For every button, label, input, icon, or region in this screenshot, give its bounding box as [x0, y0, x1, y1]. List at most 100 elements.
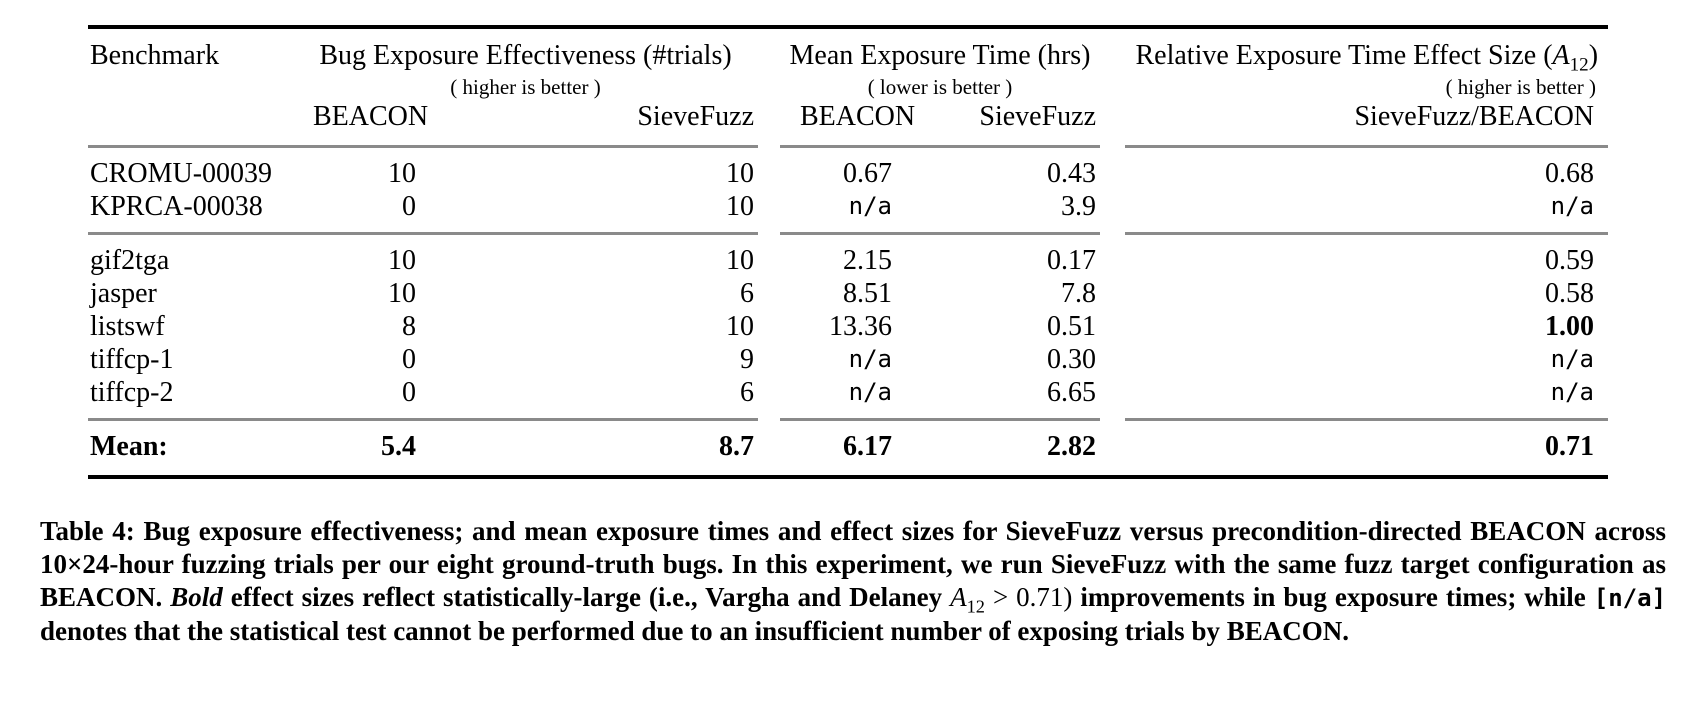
caption-segment: effect sizes reflect statistically-large… — [222, 582, 951, 612]
note-effect-size: ( higher is better ) — [1445, 75, 1597, 99]
cell-sievefuzz-time: 0.43 — [1047, 158, 1097, 189]
header-note-row: ( higher is better ) ( lower is better )… — [88, 72, 1608, 100]
column-spacer — [758, 343, 780, 376]
cell-effect-size: n/a — [1550, 192, 1595, 220]
subheader-sievefuzz-time: SieveFuzz — [900, 100, 1101, 148]
cell-beacon-trials: 0 — [402, 344, 416, 375]
subheader-beacon-time: BEACON — [780, 100, 915, 148]
cell-benchmark: Mean: — [88, 418, 293, 475]
table-header: Benchmark Bug Exposure Effectiveness (#t… — [88, 29, 1609, 148]
cell-sievefuzz-time: 7.8 — [1061, 278, 1097, 309]
cell-beacon-trials: 0 — [402, 377, 416, 408]
column-spacer — [1100, 148, 1125, 190]
cell-sievefuzz-trials: 9 — [740, 344, 754, 375]
column-spacer — [758, 232, 780, 277]
column-spacer — [1100, 310, 1125, 343]
caption-segment: denotes that the statistical test cannot… — [40, 616, 1349, 646]
table-row: jasper 10 6 8.51 7.8 0.58 — [88, 277, 1608, 310]
cell-sievefuzz-time: 0.51 — [1047, 311, 1097, 342]
cell-sievefuzz-trials: 6 — [740, 377, 754, 408]
caption-segment: improvements in bug exposure times; whil… — [1072, 582, 1594, 612]
header-subcolumn-row: BEACON SieveFuzz BEACON SieveFuzz SieveF… — [88, 100, 1609, 148]
cell-sievefuzz-time: 6.65 — [1047, 377, 1097, 408]
column-spacer — [1100, 72, 1125, 100]
cell-beacon-time: n/a — [848, 192, 892, 220]
cell-benchmark: tiffcp-2 — [90, 377, 174, 408]
cell-beacon-time: 8.51 — [843, 278, 892, 309]
cell-sievefuzz-trials: 10 — [726, 191, 754, 222]
column-spacer — [1100, 418, 1125, 475]
header-group-row: Benchmark Bug Exposure Effectiveness (#t… — [88, 29, 1608, 148]
cell-benchmark: tiffcp-1 — [90, 344, 174, 375]
cell-effect-size: 0.71 — [1125, 418, 1609, 475]
cell-beacon-trials: 10 — [388, 278, 416, 309]
column-spacer — [1100, 376, 1125, 418]
header-benchmark: Benchmark — [88, 29, 293, 148]
note-trials: ( higher is better ) — [450, 75, 601, 99]
column-spacer — [758, 72, 780, 100]
column-spacer — [1100, 190, 1125, 232]
column-spacer — [1100, 277, 1125, 310]
cell-effect-size: n/a — [1550, 345, 1595, 373]
header-group-effect-size: Relative Exposure Time Effect Size (A12) — [1125, 29, 1608, 75]
results-table: Benchmark Bug Exposure Effectiveness (#t… — [88, 25, 1609, 479]
subheader-sievefuzz-trials: SieveFuzz — [428, 100, 758, 148]
cell-sievefuzz-trials: 10 — [428, 232, 758, 277]
cell-sievefuzz-time: 2.82 — [900, 418, 1101, 475]
subheader-beacon-trials: BEACON — [293, 100, 428, 148]
table-section-2: gif2tga 10 10 2.15 0.17 0.59 jasper 10 6 8.51 7.8 0… — [88, 232, 1609, 418]
paper-page: Benchmark Bug Exposure Effectiveness (#t… — [0, 25, 1706, 705]
table-row: tiffcp-2 0 6 n/a 6.65 n/a — [88, 376, 1608, 418]
cell-sievefuzz-trials: 10 — [726, 311, 754, 342]
cell-beacon-trials: 0 — [402, 191, 416, 222]
column-spacer — [758, 277, 780, 310]
table-row: gif2tga 10 10 2.15 0.17 0.59 — [88, 232, 1609, 277]
effect-size-title-text: Relative Exposure Time Effect Size ( — [1135, 40, 1553, 71]
cell-benchmark: CROMU-00039 — [90, 158, 273, 189]
cell-beacon-time: n/a — [848, 345, 892, 373]
cell-sievefuzz-time: 0.17 — [900, 232, 1101, 277]
header-group-trials: Bug Exposure Effectiveness (#trials) — [319, 40, 732, 71]
cell-beacon-trials: 5.4 — [293, 418, 428, 475]
cell-beacon-trials: 8 — [402, 311, 416, 342]
caption-segment: [n/a] — [1593, 584, 1667, 612]
cell-beacon-time: 2.15 — [780, 232, 900, 277]
table-mean-section: Mean: 5.4 8.7 6.17 2.82 0.71 — [88, 418, 1609, 475]
table-row: CROMU-00039 10 10 0.67 0.43 0.68 — [88, 148, 1608, 190]
column-spacer — [758, 148, 780, 190]
caption-segment: A — [950, 582, 967, 612]
cell-beacon-time: 6.17 — [780, 418, 900, 475]
column-spacer — [758, 418, 780, 475]
column-spacer — [758, 190, 780, 232]
cell-benchmark: listswf — [90, 311, 165, 342]
cell-benchmark: gif2tga — [88, 232, 293, 277]
cell-beacon-trials: 10 — [293, 232, 428, 277]
cell-sievefuzz-trials: 8.7 — [428, 418, 758, 475]
table-caption: Table 4: Bug exposure effectiveness; and… — [40, 515, 1666, 648]
cell-benchmark: jasper — [90, 278, 157, 309]
cell-effect-size: n/a — [1550, 378, 1595, 406]
column-spacer — [758, 100, 780, 148]
cell-effect-size: 0.59 — [1125, 232, 1609, 277]
caption-segment: Table 4: Bug exposure effectiveness; and… — [40, 516, 1666, 612]
caption-segment: Bold — [170, 582, 223, 612]
column-spacer — [1100, 100, 1125, 148]
cell-effect-size: 1.00 — [1545, 311, 1595, 342]
cell-beacon-time: n/a — [848, 378, 892, 406]
cell-benchmark: KPRCA-00038 — [90, 191, 263, 222]
cell-effect-size: 0.58 — [1545, 278, 1595, 309]
table-row: listswf 8 10 13.36 0.51 1.00 — [88, 310, 1608, 343]
caption-segment: > 0.71) — [984, 582, 1073, 612]
cell-beacon-time: 0.67 — [843, 158, 892, 189]
column-spacer — [1100, 232, 1125, 277]
cell-sievefuzz-trials: 6 — [740, 278, 754, 309]
cell-beacon-trials: 10 — [388, 158, 416, 189]
column-spacer — [758, 29, 780, 72]
cell-beacon-time: 13.36 — [829, 311, 892, 342]
effect-size-title-close: ) — [1588, 40, 1599, 71]
header-group-time: Mean Exposure Time (hrs) — [789, 40, 1091, 71]
cell-effect-size: 0.68 — [1545, 158, 1595, 189]
caption-segment: 12 — [966, 596, 985, 617]
effect-size-subscript: 12 — [1569, 54, 1589, 76]
note-time: ( lower is better ) — [867, 75, 1013, 99]
